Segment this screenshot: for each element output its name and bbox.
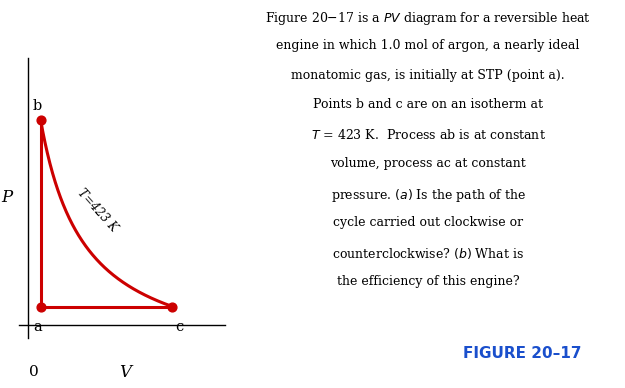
Text: engine in which 1.0 mol of argon, a nearly ideal: engine in which 1.0 mol of argon, a near… — [276, 39, 580, 52]
Text: the efficiency of this engine?: the efficiency of this engine? — [337, 275, 519, 288]
Point — [36, 303, 46, 310]
Text: T=423 K: T=423 K — [75, 186, 120, 234]
Point — [36, 117, 46, 123]
Text: b: b — [32, 99, 42, 113]
Text: Figure 20$-$17 is a $PV$ diagram for a reversible heat: Figure 20$-$17 is a $PV$ diagram for a r… — [265, 10, 591, 27]
Text: V: V — [119, 364, 131, 381]
Text: FIGURE 20–17: FIGURE 20–17 — [462, 346, 581, 360]
Point — [168, 303, 177, 310]
Text: $T$ = 423 K.  Process ab is at constant: $T$ = 423 K. Process ab is at constant — [311, 128, 546, 142]
Text: c: c — [175, 320, 183, 334]
Text: Points b and c are on an isotherm at: Points b and c are on an isotherm at — [313, 98, 543, 111]
Text: pressure. $(a)$ Is the path of the: pressure. $(a)$ Is the path of the — [331, 187, 526, 204]
Text: monatomic gas, is initially at STP (point a).: monatomic gas, is initially at STP (poin… — [291, 69, 565, 82]
Text: P: P — [1, 189, 12, 206]
Text: counterclockwise? $(b)$ What is: counterclockwise? $(b)$ What is — [332, 246, 524, 261]
Text: a: a — [32, 320, 41, 334]
Text: volume, process ac at constant: volume, process ac at constant — [330, 157, 526, 170]
Text: 0: 0 — [29, 365, 39, 379]
Text: cycle carried out clockwise or: cycle carried out clockwise or — [333, 216, 523, 229]
